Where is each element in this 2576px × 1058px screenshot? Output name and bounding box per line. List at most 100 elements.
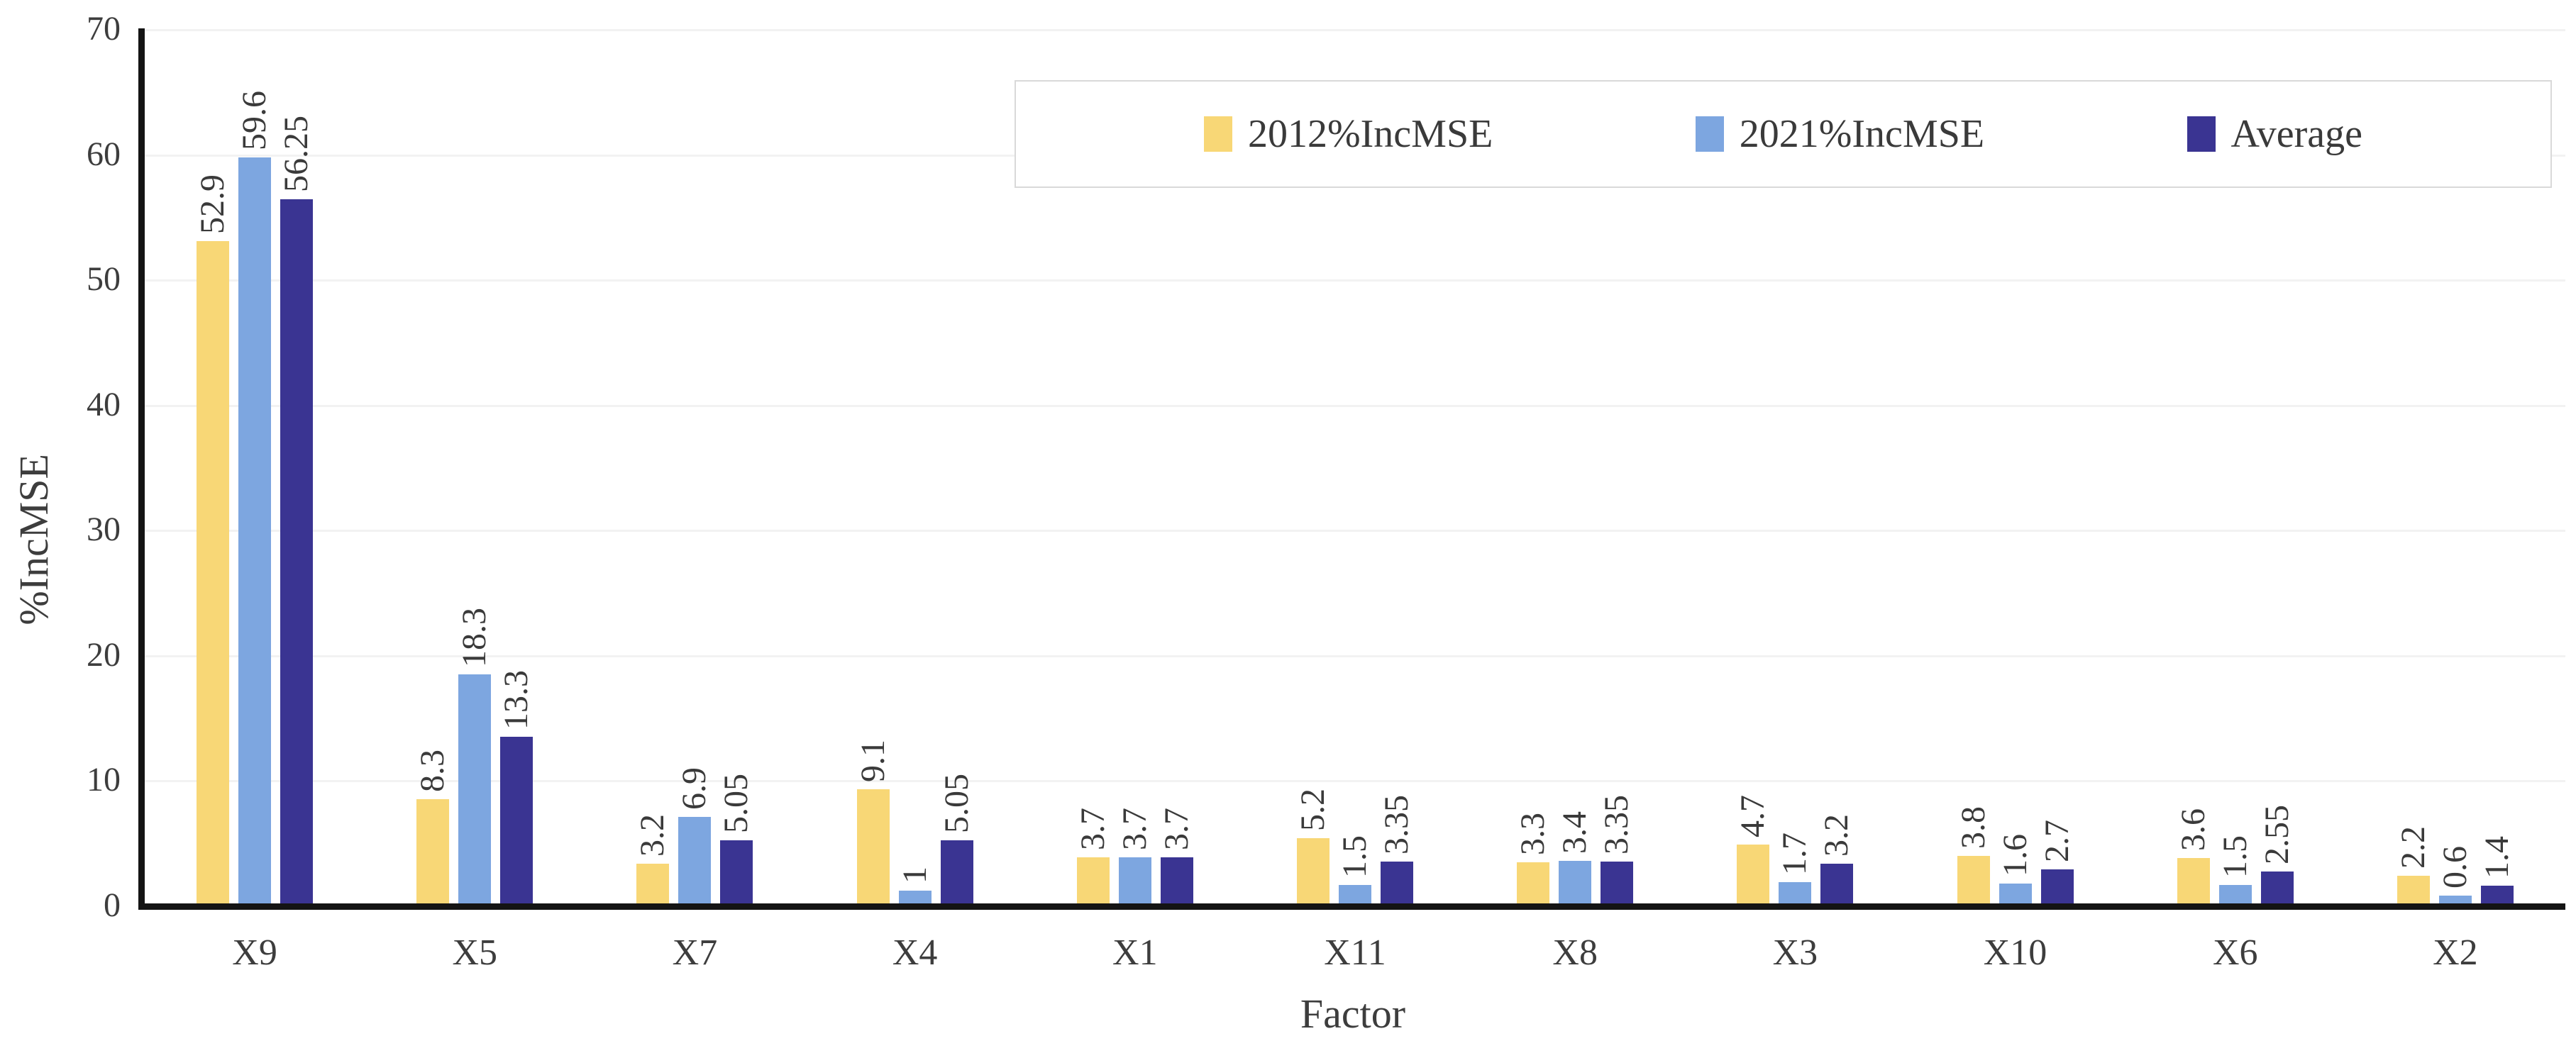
bar-2012%IncMSE-X11 bbox=[1297, 838, 1330, 906]
legend-label-2021: 2021%IncMSE bbox=[1739, 112, 1985, 156]
bar-value-label: 3.7 bbox=[1073, 807, 1112, 850]
bar-2012%IncMSE-X5 bbox=[416, 799, 450, 906]
bar-value-label: 3.6 bbox=[2174, 808, 2212, 852]
y-tick-label: 30 bbox=[87, 511, 121, 549]
bar-2021%IncMSE-X4 bbox=[898, 891, 932, 906]
y-tick-label: 60 bbox=[87, 135, 121, 173]
bar-value-label: 3.7 bbox=[1115, 807, 1154, 850]
category-label: X9 bbox=[232, 932, 277, 973]
gridline bbox=[145, 780, 2565, 783]
bar-value-label: 3.35 bbox=[1377, 794, 1415, 854]
bar-2012%IncMSE-X10 bbox=[1957, 855, 1990, 906]
bar-value-label: 56.25 bbox=[277, 115, 315, 192]
gridline bbox=[145, 655, 2565, 657]
bar-2021%IncMSE-X8 bbox=[1559, 860, 1592, 906]
y-tick-label: 70 bbox=[87, 10, 121, 48]
category-label: X10 bbox=[1983, 932, 2047, 973]
bar-2021%IncMSE-X9 bbox=[238, 157, 272, 906]
bar-Average-X3 bbox=[1820, 863, 1854, 906]
bar-2021%IncMSE-X6 bbox=[2218, 884, 2252, 906]
bar-2021%IncMSE-X3 bbox=[1779, 881, 1812, 906]
bar-value-label: 59.6 bbox=[235, 90, 273, 150]
bar-value-label: 52.9 bbox=[193, 174, 231, 234]
bar-value-label: 3.2 bbox=[634, 813, 672, 857]
bar-2021%IncMSE-X1 bbox=[1118, 857, 1151, 906]
bar-value-label: 1.4 bbox=[2477, 836, 2516, 879]
bar-2012%IncMSE-X3 bbox=[1737, 845, 1770, 906]
bar-value-label: 18.3 bbox=[455, 607, 494, 667]
y-tick-label: 20 bbox=[87, 635, 121, 674]
bar-value-label: 3.4 bbox=[1555, 811, 1593, 854]
category-label: X8 bbox=[1552, 932, 1598, 973]
bar-2012%IncMSE-X6 bbox=[2177, 858, 2210, 906]
bar-value-label: 1.7 bbox=[1776, 832, 1814, 875]
bar-value-label: 3.7 bbox=[1157, 807, 1195, 850]
bar-value-label: 3.35 bbox=[1597, 794, 1635, 854]
y-axis-line bbox=[138, 28, 145, 910]
bar-value-label: 3.3 bbox=[1513, 812, 1552, 855]
bar-Average-X11 bbox=[1381, 861, 1413, 906]
bar-value-label: 1.6 bbox=[1996, 833, 2034, 876]
bar-value-label: 3.2 bbox=[1818, 813, 1856, 857]
bar-2021%IncMSE-X5 bbox=[458, 674, 492, 906]
legend-swatch-2021 bbox=[1695, 116, 1724, 152]
bar-value-label: 13.3 bbox=[497, 670, 536, 730]
bar-value-label: 1 bbox=[895, 867, 934, 884]
bar-2012%IncMSE-X4 bbox=[856, 789, 890, 906]
bar-Average-X1 bbox=[1160, 857, 1193, 906]
bar-Average-X10 bbox=[2040, 869, 2074, 906]
bar-value-label: 3.8 bbox=[1954, 806, 1992, 849]
bar-2021%IncMSE-X11 bbox=[1339, 884, 1371, 906]
bar-2012%IncMSE-X7 bbox=[636, 863, 670, 906]
bar-2021%IncMSE-X7 bbox=[678, 817, 712, 906]
bar-Average-X4 bbox=[940, 840, 973, 906]
bar-2012%IncMSE-X2 bbox=[2397, 876, 2430, 906]
legend-item-2021: 2021%IncMSE bbox=[1695, 111, 1985, 157]
bar-value-label: 6.9 bbox=[675, 767, 714, 811]
legend-item-2012: 2012%IncMSE bbox=[1204, 111, 1493, 157]
bar-2021%IncMSE-X10 bbox=[1999, 883, 2032, 906]
gridline bbox=[145, 404, 2565, 407]
bar-2012%IncMSE-X9 bbox=[197, 240, 230, 906]
bar-value-label: 5.05 bbox=[717, 773, 756, 833]
gridline bbox=[145, 279, 2565, 282]
y-tick-label: 50 bbox=[87, 260, 121, 299]
category-label: X3 bbox=[1772, 932, 1818, 973]
bar-Average-X6 bbox=[2260, 871, 2294, 906]
bar-value-label: 5.05 bbox=[937, 773, 975, 833]
y-tick-label: 0 bbox=[104, 886, 121, 924]
bar-value-label: 8.3 bbox=[414, 750, 452, 793]
legend-label-2012: 2012%IncMSE bbox=[1248, 112, 1493, 156]
category-label: X4 bbox=[892, 932, 938, 973]
category-label: X5 bbox=[452, 932, 498, 973]
bar-value-label: 4.7 bbox=[1734, 795, 1772, 838]
legend-label-average: Average bbox=[2230, 112, 2363, 156]
gridline bbox=[145, 530, 2565, 533]
bar-value-label: 2.7 bbox=[2038, 820, 2076, 863]
x-axis-line bbox=[138, 903, 2565, 910]
bar-value-label: 0.6 bbox=[2436, 846, 2474, 889]
category-label: X11 bbox=[1324, 932, 1386, 973]
legend-item-average: Average bbox=[2187, 111, 2363, 157]
bar-value-label: 2.55 bbox=[2257, 804, 2296, 864]
category-label: X2 bbox=[2433, 932, 2478, 973]
category-label: X1 bbox=[1112, 932, 1158, 973]
bar-2012%IncMSE-X1 bbox=[1076, 857, 1110, 906]
category-label: X7 bbox=[672, 932, 718, 973]
category-label: X6 bbox=[2212, 932, 2258, 973]
bar-2012%IncMSE-X8 bbox=[1517, 862, 1550, 906]
legend-swatch-average bbox=[2187, 116, 2216, 152]
bar-Average-X2 bbox=[2480, 886, 2514, 906]
bar-value-label: 2.2 bbox=[2394, 826, 2432, 869]
gridline bbox=[145, 29, 2565, 31]
bar-value-label: 1.5 bbox=[2216, 835, 2254, 878]
bar-value-label: 5.2 bbox=[1293, 789, 1332, 832]
y-tick-label: 40 bbox=[87, 385, 121, 423]
legend-swatch-2012 bbox=[1204, 116, 1232, 152]
y-tick-label: 10 bbox=[87, 761, 121, 799]
bar-Average-X8 bbox=[1601, 861, 1634, 906]
x-axis-title: Factor bbox=[1300, 991, 1406, 1037]
bar-value-label: 9.1 bbox=[853, 740, 892, 783]
bar-value-label: 1.5 bbox=[1335, 835, 1373, 878]
